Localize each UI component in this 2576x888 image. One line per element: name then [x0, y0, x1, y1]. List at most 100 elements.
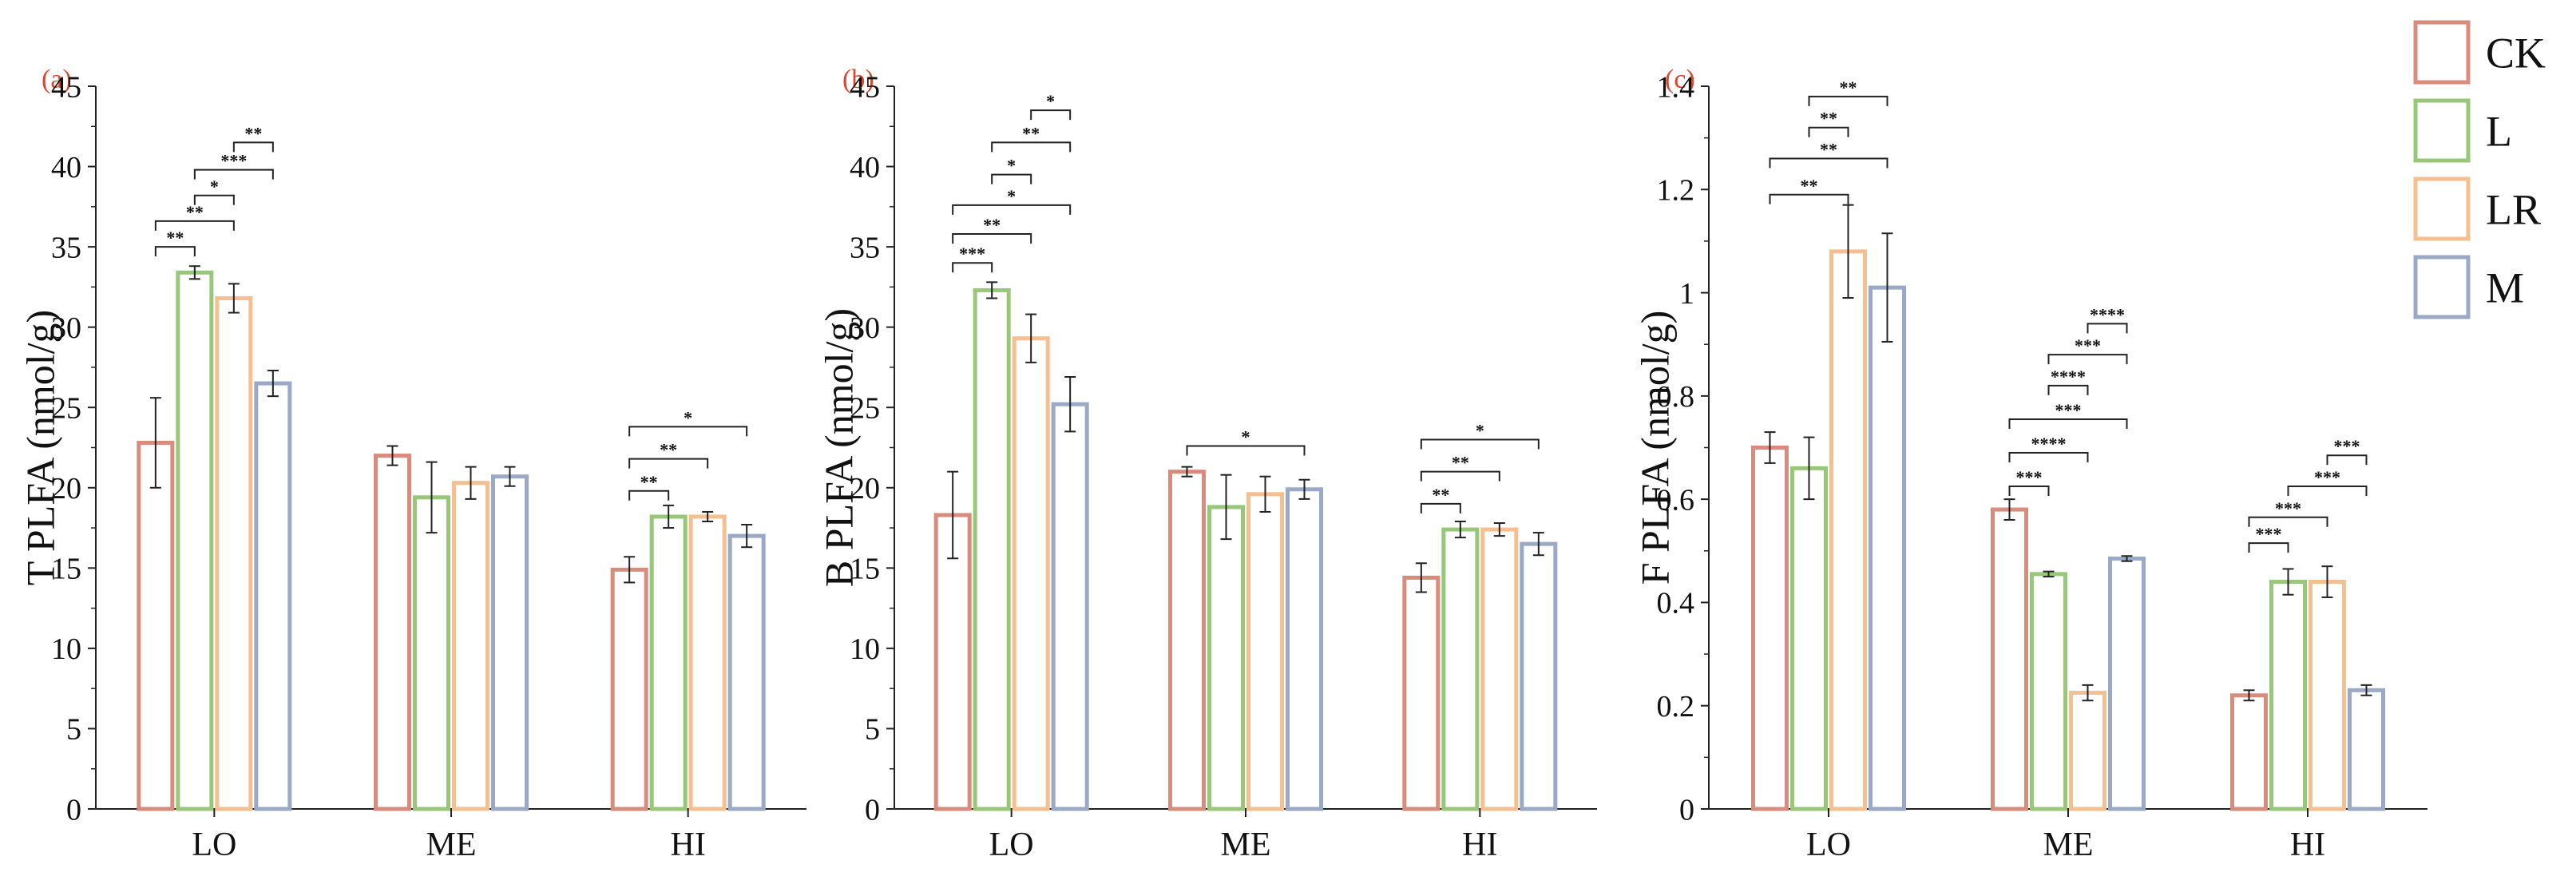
significance-label: *** [2256, 524, 2282, 544]
significance-label: * [1046, 91, 1055, 111]
significance-bracket [2248, 542, 2289, 553]
bar-ck-lo [1751, 446, 1789, 811]
significance-label: ** [1452, 453, 1469, 473]
significance-bracket [232, 141, 274, 153]
significance-bracket [2047, 384, 2089, 395]
bar-m-me [1286, 487, 1323, 811]
significance-label: ** [1820, 109, 1837, 129]
bar-ck-me [374, 454, 411, 811]
y-tick-label: 30 [850, 311, 880, 345]
significance-bracket [1808, 126, 1849, 137]
significance-label: *** [2314, 467, 2340, 487]
bar-m-hi [1520, 541, 1558, 811]
significance-bracket [952, 204, 1072, 215]
y-axis-label: T PLFA (nmol/g) [18, 310, 63, 585]
legend-label: M [2486, 264, 2524, 311]
bar-m-me [2108, 556, 2146, 811]
x-tick-label: ME [426, 827, 477, 863]
bar-ck-lo [137, 440, 175, 811]
significance-bracket [952, 233, 1032, 244]
y-tick-label: 20 [51, 472, 81, 505]
significance-bracket [1030, 109, 1072, 121]
x-tick-label: HI [1462, 827, 1497, 863]
significance-label: ** [1022, 123, 1040, 143]
bar-m-hi [2348, 688, 2385, 811]
significance-label: **** [2051, 367, 2086, 387]
significance-label: ** [244, 123, 262, 143]
y-tick-label: 0 [66, 793, 81, 827]
y-tick-label: 0 [1679, 793, 1694, 827]
bar-ck-hi [610, 567, 648, 811]
panel-tag: (b) [842, 65, 874, 94]
significance-label: *** [2016, 467, 2043, 487]
bar-l-me [1207, 505, 1245, 811]
y-tick-label: 15 [51, 553, 81, 586]
significance-label: * [1476, 420, 1484, 440]
bar-l-lo [973, 287, 1011, 811]
significance-bracket [1420, 502, 1461, 513]
legend-label: LR [2486, 185, 2541, 233]
legend-label: L [2486, 107, 2512, 155]
significance-bracket [1420, 470, 1500, 482]
legend-swatch-lr [2413, 176, 2471, 241]
bar-lr-hi [1480, 527, 1519, 811]
x-tick-label: LO [192, 827, 236, 863]
x-tick-label: ME [2043, 827, 2094, 863]
significance-label: *** [220, 151, 247, 171]
y-tick-label: 45 [51, 70, 81, 104]
bar-lr-me [2069, 691, 2106, 811]
y-tick-label: 5 [66, 713, 81, 747]
bar-ck-hi [2230, 693, 2268, 811]
x-tick-label: LO [1806, 827, 1851, 863]
significance-label: **** [2031, 434, 2067, 454]
bar-lr-lo [215, 295, 253, 811]
significance-bracket [193, 168, 274, 180]
significance-bracket [2008, 451, 2089, 462]
significance-label: ** [660, 440, 677, 460]
y-tick-label: 0.6 [1657, 483, 1695, 517]
bar-l-lo [176, 270, 214, 811]
bar-l-hi [649, 514, 688, 811]
significance-label: ** [166, 228, 184, 248]
bar-l-lo [1790, 466, 1828, 811]
significance-bracket [991, 173, 1032, 184]
y-tick-label: 35 [51, 231, 81, 264]
bar-lr-hi [688, 514, 727, 811]
bar-l-hi [2269, 580, 2307, 811]
y-tick-label: 25 [51, 392, 81, 426]
bar-lr-lo [1012, 336, 1050, 811]
y-tick-label: 0.8 [1657, 380, 1695, 414]
bar-l-me [413, 495, 450, 811]
y-tick-label: 25 [850, 392, 880, 426]
y-axis-label: F PLFA (nmol/g) [1633, 311, 1678, 585]
bar-lr-me [452, 481, 489, 811]
significance-label: *** [2275, 498, 2301, 518]
significance-label: ** [1432, 485, 1449, 505]
significance-bracket [952, 262, 993, 273]
significance-label: ** [1840, 77, 1857, 97]
significance-label: ** [1801, 176, 1818, 196]
significance-label: *** [2075, 335, 2101, 355]
bar-l-me [2030, 572, 2067, 811]
legend: CK L LR M [2413, 20, 2546, 319]
panel-tag: (c) [1665, 65, 1695, 94]
legend-label: CK [2486, 29, 2546, 77]
significance-bracket [628, 426, 748, 437]
bar-ck-hi [1402, 575, 1441, 811]
y-tick-label: 0.2 [1657, 690, 1695, 723]
y-tick-label: 1.4 [1657, 70, 1695, 104]
significance-bracket [193, 194, 235, 205]
significance-bracket [2008, 485, 2050, 496]
significance-bracket [2287, 485, 2368, 496]
significance-bracket [1808, 95, 1888, 106]
y-tick-label: 10 [850, 632, 880, 666]
significance-bracket [1769, 157, 1888, 168]
significance-label: **** [2090, 304, 2125, 324]
significance-bracket [2008, 418, 2128, 429]
panel-a: (a) T PLFA (nmol/g) 0 5 10 15 20 25 30 35 40 45 LO ME… [18, 65, 806, 863]
x-tick-label: ME [1221, 827, 1271, 863]
significance-bracket [154, 220, 235, 231]
bar-m-lo [254, 381, 292, 811]
y-tick-label: 15 [850, 553, 880, 586]
